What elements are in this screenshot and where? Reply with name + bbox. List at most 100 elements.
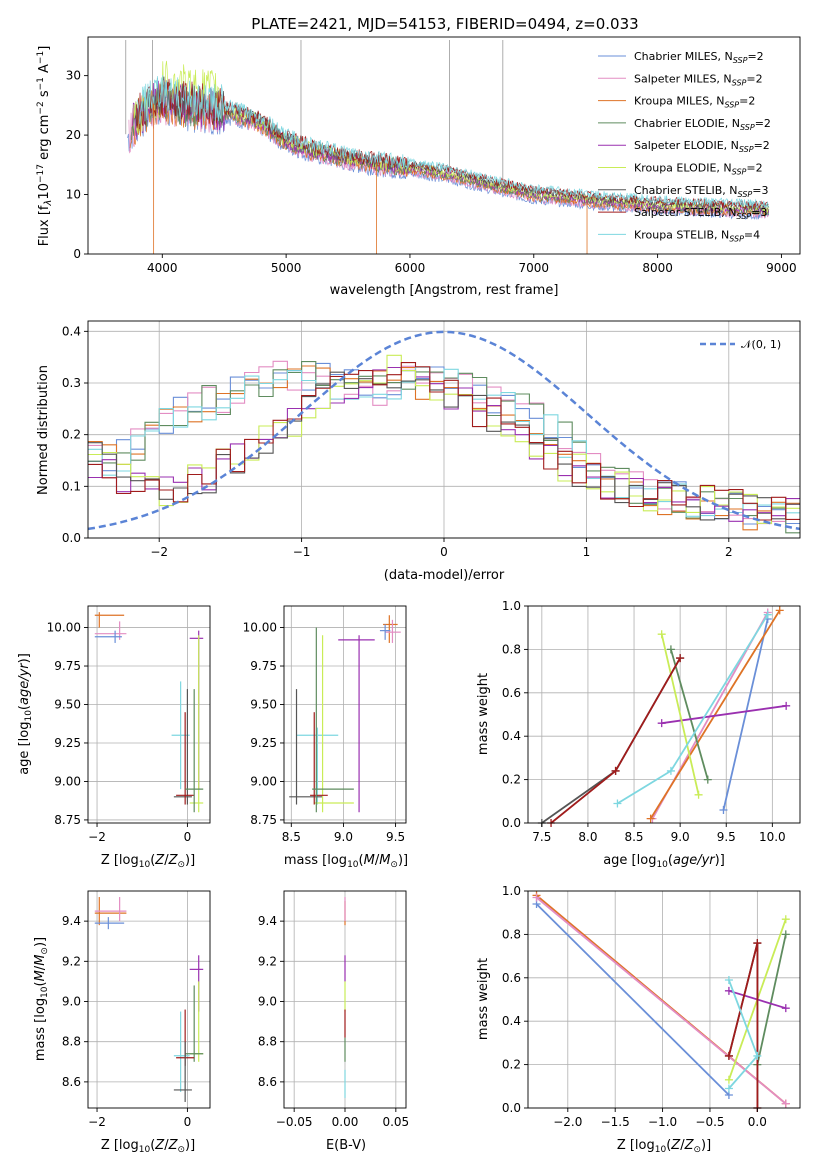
residuals-xlabel: (data-model)/error [384, 568, 505, 583]
y-tick-label: 9.00 [54, 774, 81, 788]
legend-label-chabrier_stelib: Chabrier STELIB, NSSP=3 [634, 184, 768, 199]
x-tick-label: 9.0 [334, 830, 353, 844]
weight-line-chabrier_elodie [670, 649, 709, 780]
mass-vs-z-plot-area [94, 897, 204, 1102]
y-tick-label: 20 [66, 128, 81, 142]
errorbar-point-salpeter_stelib [310, 712, 328, 805]
y-tick-label: 0.8 [502, 927, 521, 941]
weight-marker-salpeter_elodie [781, 1004, 790, 1013]
x-tick-label: 9.5 [717, 830, 736, 844]
y-tick-label: 0.1 [62, 479, 81, 493]
weight-line-chabrier_miles [535, 903, 730, 1096]
y-tick-label: 9.75 [54, 659, 81, 673]
y-tick-label: 9.2 [258, 954, 277, 968]
weight-line-kroupa_miles [649, 609, 781, 820]
weight-line-chabrier_stelib [541, 657, 681, 824]
weight-vs-z-plot-area [532, 891, 790, 1112]
errorbar-point-kroupa_elodie [314, 635, 354, 813]
errorbar-point-chabrier_miles [94, 630, 122, 643]
errorbar-point-salpeter_miles [385, 619, 401, 643]
y-tick-label: 0.2 [62, 428, 81, 442]
y-tick-label: 0.2 [502, 1058, 521, 1072]
y-tick-label: 9.50 [250, 697, 277, 711]
weight-marker-salpeter_stelib [753, 939, 762, 948]
mass-vs-z-panel: −2 0 8.6 8.8 9.0 9.2 9.4 Z [log10(Z/Z⊙)] mass … [33, 890, 211, 1155]
errorbar-point-chabrier_stelib [173, 689, 192, 805]
x-tick-label: 0.00 [332, 1115, 359, 1129]
x-tick-label: 4000 [147, 261, 178, 275]
x-tick-label: −2 [88, 1115, 106, 1129]
x-tick-label: −1 [293, 545, 311, 559]
weight-marker-salpeter_elodie [782, 701, 791, 710]
weight-marker-kroupa_elodie [724, 1075, 733, 1084]
residual-hist-salpeter_stelib [88, 362, 800, 521]
legend-label-kroupa_stelib: Kroupa STELIB, NSSP=4 [634, 228, 760, 243]
errorbar-point-kroupa_stelib [296, 727, 339, 805]
mass-vs-ebv-ticks: −0.05 0.00 0.05 8.6 8.8 9.0 9.2 9.4 [258, 914, 409, 1129]
residuals-ylabel: Normed distribution [36, 365, 51, 495]
errorbar-point-salpeter_miles [94, 897, 127, 922]
weight-marker-kroupa_elodie [657, 630, 666, 639]
weight-vs-age-plot-area [537, 606, 791, 827]
legend-label-kroupa_elodie: Kroupa ELODIE, NSSP=2 [634, 162, 763, 177]
errorbar-point-salpeter_elodie [189, 630, 204, 790]
spectrum-frame [87, 36, 801, 255]
y-tick-label: 8.8 [62, 1035, 81, 1049]
y-tick-label: 9.00 [250, 774, 277, 788]
mass-vs-z-ylabel: mass [log10(M/M⊙)] [33, 937, 50, 1061]
residual-hist-chabrier_miles [88, 362, 800, 525]
legend-label-salpeter_stelib: Salpeter STELIB, NSSP=3 [634, 206, 767, 221]
age-vs-mass-xlabel: mass [log10(M/M⊙)] [284, 853, 408, 870]
errorbar-point-kroupa_miles [94, 612, 125, 628]
weight-marker-kroupa_miles [646, 814, 655, 823]
residuals-legend: 𝒩(0, 1) [700, 338, 781, 351]
y-tick-label: 9.2 [62, 954, 81, 968]
errorbar-point-kroupa_stelib [171, 681, 190, 790]
y-tick-label: 10.00 [243, 621, 277, 635]
y-tick-label: 10 [66, 188, 81, 202]
x-tick-label: 10.0 [759, 830, 786, 844]
weight-vs-z-xlabel: Z [log10(Z/Z⊙)] [617, 1138, 711, 1155]
y-tick-label: 0.4 [62, 324, 81, 338]
weight-marker-kroupa_elodie [781, 915, 790, 924]
y-tick-label: 0.0 [502, 816, 521, 830]
weight-marker-kroupa_stelib [724, 1084, 733, 1093]
y-tick-label: 8.8 [258, 1035, 277, 1049]
errorbar-point-kroupa_stelib [173, 1011, 190, 1092]
spectrum-xlabel: wavelength [Angstrom, rest frame] [330, 283, 559, 298]
errorbar-point-kroupa_elodie [189, 635, 204, 813]
residuals-ticks: −2 −1 0 1 2 0.0 0.1 0.2 0.3 0.4 [62, 324, 733, 559]
weight-vs-z-panel: −2.0 −1.5 −1.0 −0.5 0.0 0.0 0.2 0.4 0.6 0.8 1.0 Z … [476, 884, 801, 1155]
weight-marker-kroupa_stelib [666, 766, 675, 775]
errorbar-point-chabrier_stelib [173, 1041, 192, 1102]
x-tick-label: −2 [88, 830, 106, 844]
y-tick-label: 9.4 [258, 914, 277, 928]
weight-marker-kroupa_stelib [613, 799, 622, 808]
x-tick-label: 0 [184, 830, 192, 844]
y-tick-label: 0.3 [62, 376, 81, 390]
x-tick-label: 9000 [766, 261, 797, 275]
y-tick-label: 0.2 [502, 773, 521, 787]
weight-line-kroupa_elodie [660, 633, 700, 796]
spectrum-line-salpeter_stelib [135, 78, 769, 210]
x-tick-label: −2 [150, 545, 168, 559]
legend-label-chabrier_elodie: Chabrier ELODIE, NSSP=2 [634, 117, 771, 132]
weight-marker-kroupa_stelib [753, 1051, 762, 1060]
y-tick-label: 8.6 [62, 1075, 81, 1089]
y-tick-label: 9.4 [62, 914, 81, 928]
weight-marker-kroupa_stelib [724, 975, 733, 984]
legend-label-salpeter_miles: Salpeter MILES, NSSP=2 [634, 72, 763, 87]
weight-line-salpeter_miles [535, 896, 787, 1105]
weight-vs-age-panel: 7.5 8.0 8.5 9.0 9.5 10.0 0.0 0.2 0.4 0.6 0.8 1.0 ag… [476, 599, 801, 870]
legend-label-salpeter_elodie: Salpeter ELODIE, NSSP=2 [634, 139, 770, 154]
spectrum-series-group [125, 39, 770, 254]
age-vs-mass-plot-area [289, 615, 401, 813]
age-vs-mass-frame [283, 605, 407, 824]
age-vs-z-panel: −2 0 8.75 9.00 9.25 9.50 9.75 10.00 Z [log10(Z/… [17, 605, 211, 870]
y-tick-label: 0.0 [502, 1101, 521, 1115]
weight-marker-chabrier_miles [719, 805, 728, 814]
errorbar-point-salpeter_stelib [176, 712, 195, 805]
age-vs-z-ticks: −2 0 8.75 9.00 9.25 9.50 9.75 10.00 [47, 621, 192, 844]
x-tick-label: 1 [583, 545, 591, 559]
